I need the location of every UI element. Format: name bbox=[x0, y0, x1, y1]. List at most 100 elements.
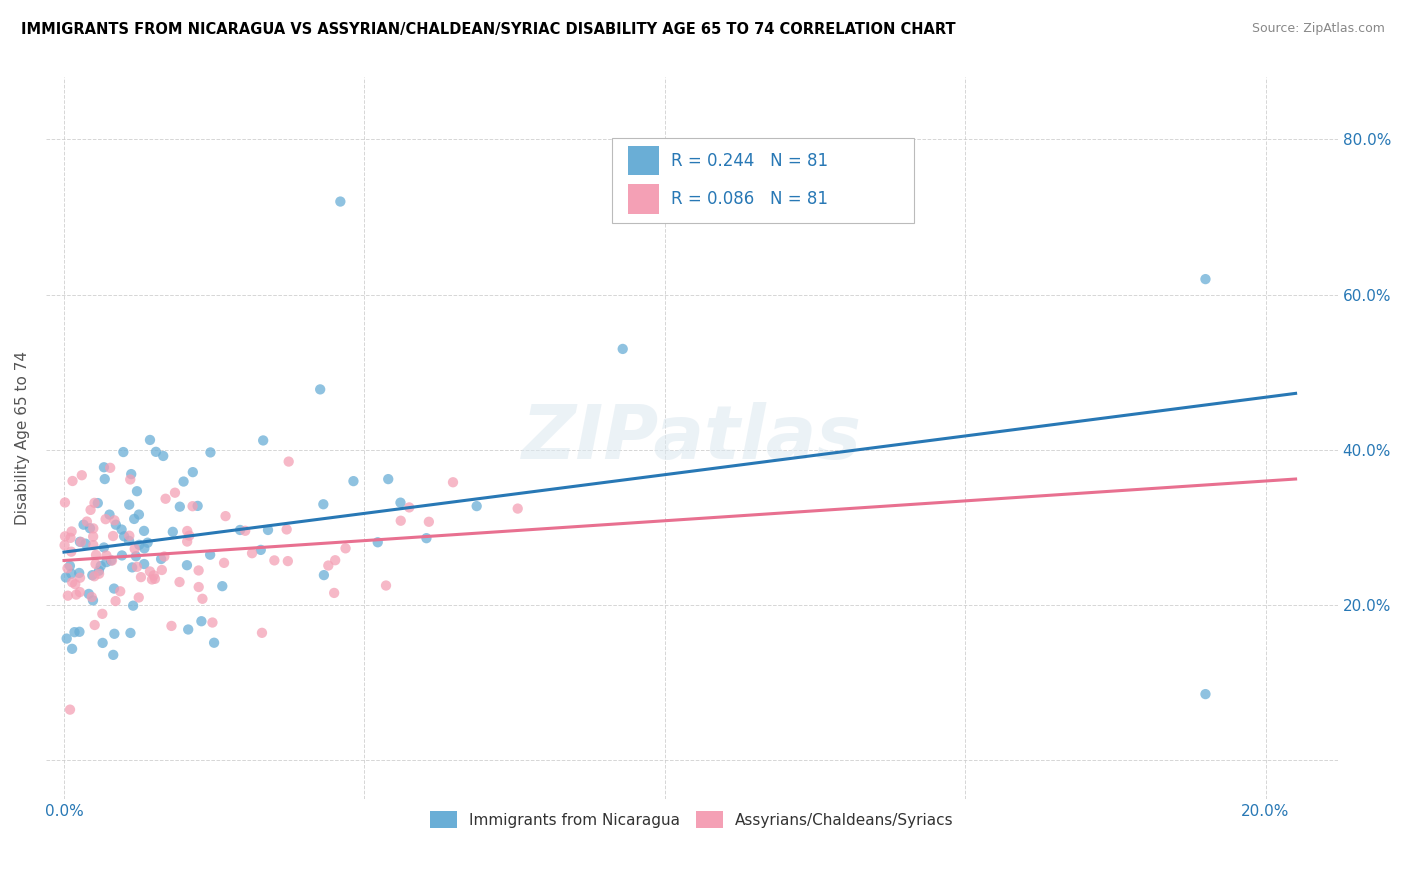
Point bbox=[118, 529, 141, 543]
Point bbox=[257, 523, 280, 537]
Point bbox=[129, 570, 152, 584]
Point bbox=[506, 501, 529, 516]
Point bbox=[252, 434, 274, 448]
Point bbox=[60, 575, 83, 590]
Point bbox=[87, 496, 110, 510]
Point bbox=[162, 524, 184, 539]
Point bbox=[59, 531, 82, 545]
Point bbox=[1194, 687, 1216, 701]
Text: R = 0.086   N = 81: R = 0.086 N = 81 bbox=[671, 190, 828, 208]
Point bbox=[104, 517, 127, 532]
Point bbox=[62, 474, 84, 488]
Point bbox=[70, 468, 93, 483]
Point bbox=[70, 535, 93, 549]
Point bbox=[84, 557, 107, 571]
Point bbox=[122, 599, 145, 613]
Point bbox=[181, 499, 204, 513]
Point bbox=[82, 521, 104, 535]
Point bbox=[94, 472, 117, 486]
Point bbox=[187, 499, 209, 513]
Point bbox=[84, 548, 107, 562]
Point bbox=[415, 531, 437, 545]
Point bbox=[141, 573, 163, 587]
Point bbox=[125, 549, 148, 564]
Point bbox=[200, 445, 222, 459]
Point bbox=[276, 523, 298, 537]
Point bbox=[176, 558, 198, 573]
Point bbox=[103, 627, 125, 641]
Point bbox=[229, 523, 252, 537]
Point bbox=[465, 499, 488, 513]
Point bbox=[179, 528, 201, 542]
Point bbox=[87, 564, 110, 578]
Point bbox=[128, 508, 150, 522]
Point bbox=[335, 541, 357, 556]
Point bbox=[190, 614, 212, 628]
Point bbox=[93, 541, 115, 555]
Point bbox=[75, 536, 97, 550]
Point bbox=[202, 636, 225, 650]
Point bbox=[96, 555, 118, 569]
Point bbox=[83, 496, 105, 510]
Point bbox=[250, 625, 273, 640]
Point bbox=[418, 515, 440, 529]
Point bbox=[150, 563, 173, 577]
Point bbox=[169, 574, 191, 589]
Point bbox=[103, 648, 125, 662]
Point bbox=[98, 508, 121, 522]
Point bbox=[90, 558, 112, 573]
Point bbox=[233, 524, 256, 538]
Point bbox=[101, 553, 124, 567]
Point bbox=[65, 588, 87, 602]
Point bbox=[145, 445, 167, 459]
Text: ZIPatlas: ZIPatlas bbox=[522, 401, 862, 475]
Point bbox=[79, 521, 101, 535]
Text: Source: ZipAtlas.com: Source: ZipAtlas.com bbox=[1251, 22, 1385, 36]
Point bbox=[176, 534, 198, 549]
Point bbox=[96, 549, 118, 563]
Point bbox=[83, 569, 105, 583]
Point bbox=[91, 636, 114, 650]
Point bbox=[375, 578, 398, 592]
Point bbox=[398, 500, 420, 515]
Point bbox=[53, 495, 76, 509]
Point bbox=[367, 535, 389, 549]
Point bbox=[249, 542, 271, 557]
Point bbox=[59, 703, 82, 717]
Point bbox=[198, 548, 221, 562]
Point bbox=[309, 383, 332, 397]
Point bbox=[80, 590, 103, 604]
Point bbox=[125, 484, 148, 499]
Point bbox=[277, 554, 299, 568]
Point bbox=[389, 495, 412, 509]
Point bbox=[125, 559, 148, 574]
Point bbox=[104, 594, 127, 608]
Point bbox=[82, 530, 104, 544]
Point bbox=[120, 467, 142, 482]
Point bbox=[187, 580, 209, 594]
Point bbox=[153, 549, 176, 564]
Point bbox=[101, 529, 124, 543]
Point bbox=[60, 641, 83, 656]
Legend: Immigrants from Nicaragua, Assyrians/Chaldeans/Syriacs: Immigrants from Nicaragua, Assyrians/Cha… bbox=[423, 805, 960, 835]
Point bbox=[163, 485, 186, 500]
Point bbox=[79, 503, 101, 517]
Point bbox=[76, 515, 98, 529]
Point bbox=[139, 433, 162, 447]
Point bbox=[152, 449, 174, 463]
Point bbox=[91, 607, 114, 621]
Point bbox=[82, 538, 104, 552]
Point bbox=[169, 500, 191, 514]
Point bbox=[132, 524, 155, 538]
Point bbox=[82, 568, 104, 582]
Point bbox=[329, 194, 352, 209]
Point bbox=[87, 566, 110, 581]
Point bbox=[55, 632, 77, 646]
Point bbox=[83, 618, 105, 632]
Point bbox=[120, 473, 142, 487]
Point bbox=[108, 584, 131, 599]
Point bbox=[118, 498, 141, 512]
Point bbox=[173, 475, 195, 489]
Point bbox=[93, 460, 115, 475]
Point bbox=[53, 529, 76, 543]
